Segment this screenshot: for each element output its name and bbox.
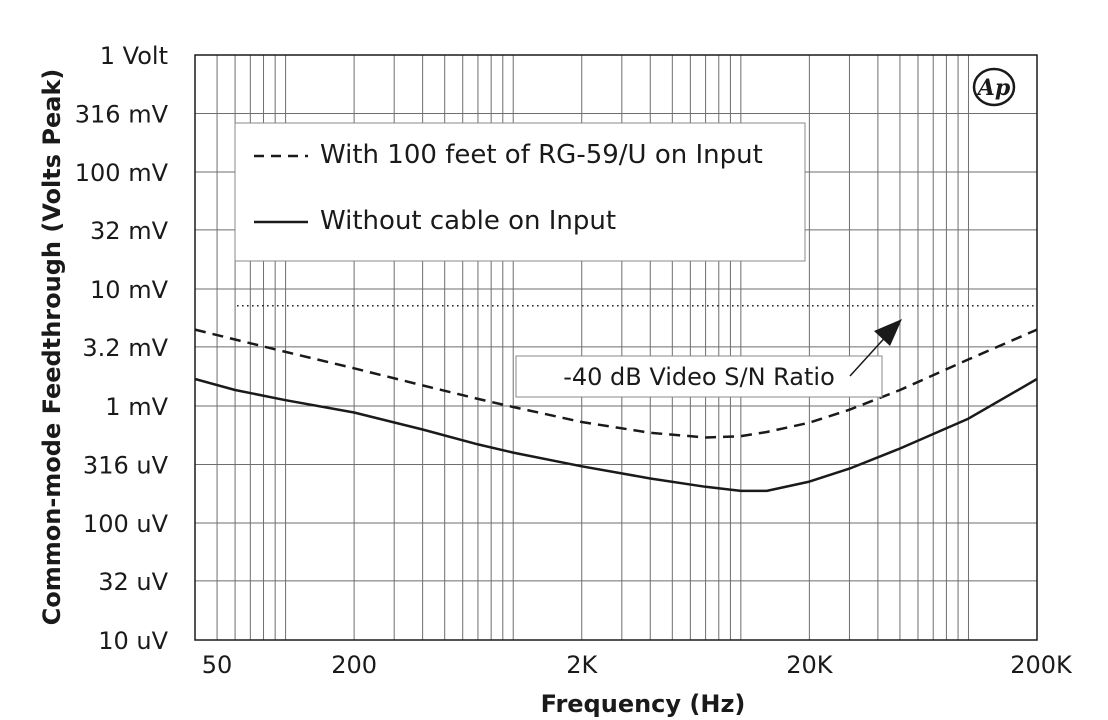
y-tick-label: 10 mV	[90, 276, 169, 304]
y-tick-label: 10 uV	[98, 627, 168, 655]
y-tick-label: 32 uV	[98, 568, 168, 596]
y-tick-label: 316 uV	[83, 452, 169, 480]
legend-label-solid: Without cable on Input	[320, 206, 616, 236]
legend-box	[234, 122, 806, 262]
y-tick-label: 32 mV	[90, 217, 169, 245]
y-tick-label: 100 uV	[83, 510, 169, 538]
y-axis-title: Common-mode Feedthrough (Volts Peak)	[38, 69, 66, 626]
x-tick-labels: 50 200 2K 20K 200K	[202, 651, 1073, 679]
x-tick-label: 200K	[1010, 651, 1073, 679]
annotation-arrowhead	[874, 319, 902, 346]
x-axis-title: Frequency (Hz)	[541, 690, 746, 718]
y-tick-label: 1 Volt	[100, 42, 168, 70]
ap-logo: Ap	[972, 67, 1016, 107]
annotation-box	[515, 355, 883, 398]
ap-logo-ring	[972, 67, 1016, 107]
x-tick-label: 2K	[566, 651, 598, 679]
annotation: -40 dB Video S/N Ratio	[515, 319, 902, 398]
annotation-text: -40 dB Video S/N Ratio	[563, 363, 835, 391]
x-tick-label: 200	[331, 651, 377, 679]
y-tick-label: 1 mV	[105, 393, 168, 421]
series-line-solid	[194, 377, 1038, 493]
series-layer	[194, 328, 1038, 493]
y-tick-label: 100 mV	[75, 159, 169, 187]
legend-label-dashed: With 100 feet of RG-59/U on Input	[320, 140, 763, 170]
series-line-dashed	[194, 328, 1038, 439]
plot-frame	[194, 54, 1038, 641]
y-tick-label: 3.2 mV	[82, 334, 168, 362]
x-tick-label: 20K	[786, 651, 834, 679]
ap-logo-text: Ap	[976, 75, 1011, 101]
y-tick-label: 316 mV	[75, 101, 169, 129]
legend: With 100 feet of RG-59/U on Input Withou…	[234, 122, 806, 262]
x-tick-label: 50	[202, 651, 233, 679]
y-tick-labels: 10 uV 32 uV 100 uV 316 uV 1 mV 3.2 mV 10 mV 32 …	[75, 42, 169, 655]
